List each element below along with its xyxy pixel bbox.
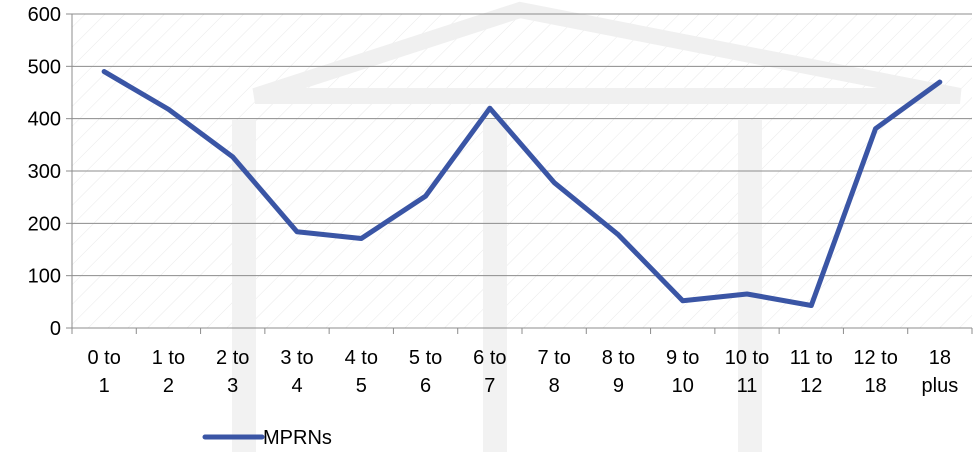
x-tick-label: 11 to 12 [790, 347, 833, 397]
watermark-pillar [483, 120, 507, 452]
x-tick-label: 5 to 6 [409, 347, 442, 397]
series-lines [101, 69, 943, 308]
watermark-pillar [738, 120, 762, 452]
x-tick-label: 18 plus [922, 347, 959, 397]
legend-label: MPRNs [263, 427, 332, 449]
x-tick-label: 8 to 9 [602, 347, 635, 397]
y-tick-label: 400 [28, 109, 61, 131]
x-tick-label: 3 to 4 [280, 347, 313, 397]
y-tick-label: 100 [28, 266, 61, 288]
x-tick-label: 6 to 7 [473, 347, 506, 397]
y-tick-label: 600 [28, 4, 61, 26]
y-tick-label: 0 [50, 318, 61, 340]
x-tick-label: 10 to 11 [725, 347, 769, 397]
x-tick-label: 1 to 2 [152, 347, 185, 397]
x-tick-label: 9 to 10 [666, 347, 699, 397]
watermark-roof-shape [252, 1, 962, 104]
y-tick-label: 300 [28, 161, 61, 183]
x-tick-label: 4 to 5 [345, 347, 378, 397]
y-tick-label: 500 [28, 56, 61, 78]
x-tick-label: 7 to 8 [537, 347, 570, 397]
legend: MPRNs [202, 427, 332, 449]
series-line-0 [101, 69, 943, 308]
y-tick-labels: 0 100 200 300 400 500 600 [28, 4, 61, 340]
x-tick-label: 0 to 1 [87, 347, 120, 397]
x-tick-labels: 0 to 1 1 to 2 2 to 3 3 to 4 4 to 5 5 to 6 6 to 7 7 to 8… [87, 347, 958, 397]
axes [71, 14, 973, 334]
y-tick-label: 200 [28, 213, 61, 235]
x-tick-label: 12 to 18 [853, 347, 897, 397]
watermark-pillar [232, 120, 256, 452]
x-tick-label: 2 to 3 [216, 347, 249, 397]
